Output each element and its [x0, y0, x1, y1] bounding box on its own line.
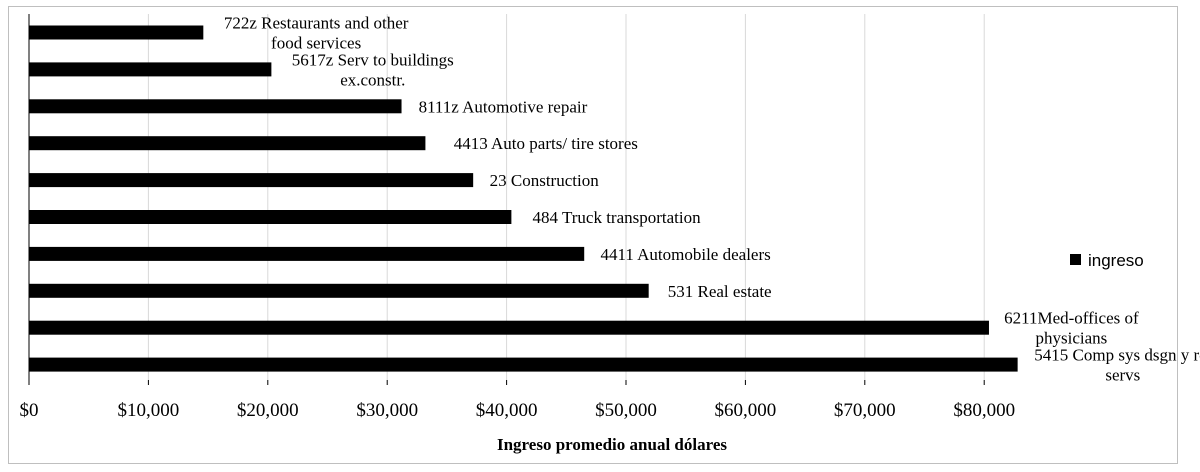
x-tick-label: $20,000 — [237, 400, 299, 421]
bar-category-label: 4411 Automobile dealers — [600, 245, 770, 264]
bar — [29, 136, 426, 151]
bar-category-label: 4413 Auto parts/ tire stores — [454, 134, 638, 153]
bars — [29, 25, 1018, 372]
bar-category-label: 531 Real estate — [668, 282, 772, 301]
x-tick-label: $0 — [20, 400, 39, 421]
legend-swatch — [1070, 254, 1081, 265]
x-tick-label: $10,000 — [118, 400, 180, 421]
x-axis-title: Ingreso promedio anual dólares — [497, 435, 727, 454]
bar — [29, 99, 402, 114]
bar — [29, 283, 649, 298]
bar-category-label: 5617z Serv to buildings ex.constr. — [292, 50, 454, 89]
x-tick-label: $30,000 — [356, 400, 418, 421]
bar — [29, 62, 272, 77]
bar-category-label: 722z Restaurants and other food services — [224, 14, 409, 53]
bar — [29, 173, 474, 188]
bar — [29, 357, 1018, 372]
bar — [29, 25, 204, 40]
chart-frame — [8, 6, 1178, 464]
bar — [29, 246, 585, 261]
legend-label: ingreso — [1088, 251, 1144, 270]
bar-category-label: 5415 Comp sys dsgn y rel servs — [1034, 346, 1200, 385]
bar-category-label: 23 Construction — [490, 171, 600, 190]
bar-category-label: 6211Med-offices of physicians — [1004, 309, 1139, 348]
bar — [29, 210, 512, 224]
bar — [29, 320, 989, 335]
x-tick-label: $50,000 — [595, 400, 657, 421]
bar-category-label: 484 Truck transportation — [533, 208, 702, 227]
x-tick-label: $80,000 — [953, 400, 1015, 421]
x-tick-label: $60,000 — [715, 400, 777, 421]
bar-category-label: 8111z Automotive repair — [419, 97, 588, 116]
x-tick-label: $40,000 — [476, 400, 538, 421]
legend: ingreso — [1070, 251, 1144, 270]
x-axis-ticks: $0 $10,000 $20,000 $30,000 $40,000 $50,000 $60… — [20, 380, 1015, 421]
x-tick-label: $70,000 — [834, 400, 896, 421]
bar-labels: 722z Restaurants and other food services5… — [224, 14, 1200, 385]
